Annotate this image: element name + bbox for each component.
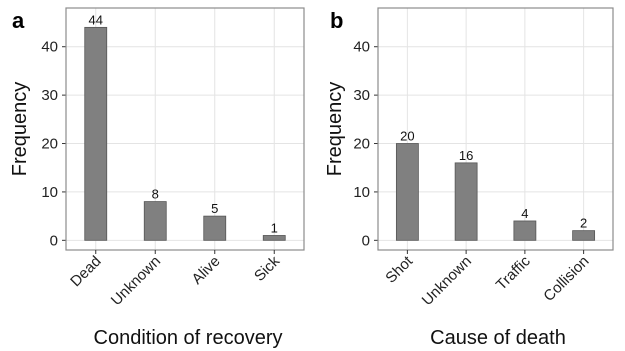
x-axis-title: Cause of death xyxy=(430,327,566,349)
x-tick-label-traffic: Traffic xyxy=(493,252,534,293)
data-label-unknown: 16 xyxy=(459,148,473,163)
bar-sick xyxy=(262,235,286,241)
bar-shot xyxy=(395,143,419,241)
data-label-alive: 5 xyxy=(211,201,218,216)
plot-frame xyxy=(65,7,305,251)
data-label-collision: 2 xyxy=(580,216,587,231)
data-label-sick: 1 xyxy=(271,220,278,235)
y-tick-label-0: 0 xyxy=(362,232,370,249)
y-tick-label-40: 40 xyxy=(353,39,370,56)
data-label-shot: 20 xyxy=(400,129,414,144)
data-label-traffic: 4 xyxy=(521,206,528,221)
bar-unknown xyxy=(454,162,478,241)
plot-frame xyxy=(377,7,614,251)
panel-label-b: b xyxy=(330,8,343,33)
y-axis-title: Frequency xyxy=(9,82,31,177)
y-tick-label-10: 10 xyxy=(353,184,370,201)
x-tick-label-sick: Sick xyxy=(251,252,283,284)
x-tick-label-alive: Alive xyxy=(189,253,224,288)
x-tick-label-collision: Collision xyxy=(540,253,592,305)
y-tick-label-20: 20 xyxy=(41,136,58,153)
data-label-unknown: 8 xyxy=(152,187,159,202)
bar-dead xyxy=(84,26,108,241)
data-label-dead: 44 xyxy=(89,12,103,27)
y-axis-title: Frequency xyxy=(324,82,346,177)
y-tick-label-40: 40 xyxy=(41,39,58,56)
y-tick-label-20: 20 xyxy=(353,136,370,153)
x-axis-title: Condition of recovery xyxy=(94,327,283,349)
bar-alive xyxy=(203,215,227,241)
x-tick-label-unknown: Unknown xyxy=(419,253,475,309)
y-tick-label-30: 30 xyxy=(41,87,58,104)
x-tick-label-shot: Shot xyxy=(382,252,416,286)
y-tick-label-30: 30 xyxy=(353,87,370,104)
panel-label-a: a xyxy=(12,8,25,33)
y-tick-label-10: 10 xyxy=(41,184,58,201)
bar-unknown xyxy=(143,201,167,241)
y-tick-label-0: 0 xyxy=(50,232,58,249)
x-tick-label-unknown: Unknown xyxy=(108,253,164,309)
bar-traffic xyxy=(513,220,537,241)
bar-collision xyxy=(572,230,596,241)
x-tick-label-dead: Dead xyxy=(67,253,104,290)
